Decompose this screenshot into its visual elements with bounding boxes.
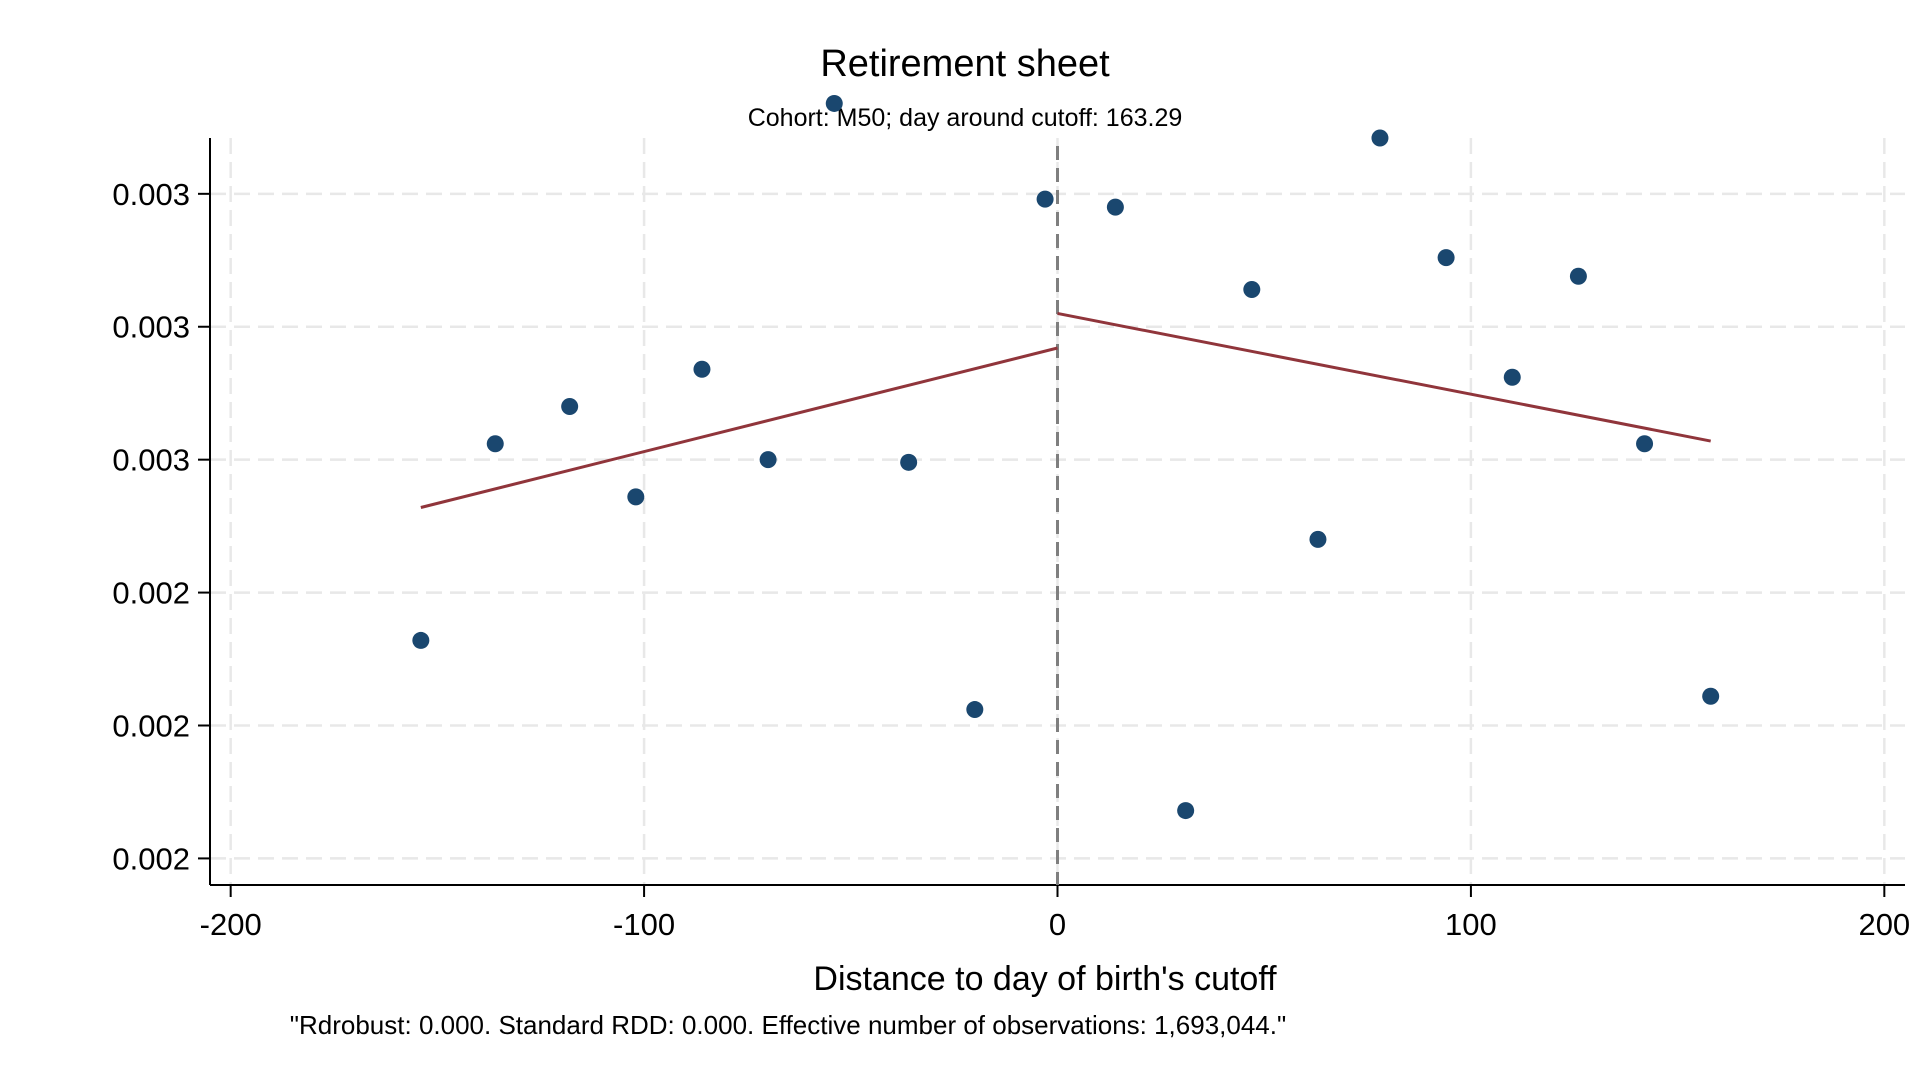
x-tick-label: 200: [1858, 907, 1910, 942]
data-point: [1371, 129, 1389, 147]
data-point: [486, 435, 504, 453]
data-point: [693, 360, 711, 378]
y-tick-label: 0.003: [112, 310, 190, 345]
y-tick-label: 0.002: [112, 708, 190, 743]
y-tick-label: 0.002: [112, 841, 190, 876]
data-point: [1636, 435, 1654, 453]
data-point: [825, 94, 843, 112]
data-point: [759, 451, 777, 469]
plot-area: [412, 94, 1720, 885]
y-tick-label: 0.002: [112, 576, 190, 611]
data-point: [1437, 249, 1455, 267]
y-axis: 0.002 0.002 0.002 0.003 0.003 0.003: [112, 138, 211, 885]
chart-title: Retirement sheet: [820, 43, 1110, 85]
data-point: [900, 453, 918, 471]
data-point: [1177, 802, 1195, 820]
data-point: [561, 397, 579, 415]
x-tick-label: 100: [1445, 907, 1497, 942]
data-point: [412, 631, 430, 649]
data-point: [1243, 281, 1261, 299]
fit-line-right: [1057, 311, 1711, 443]
data-point: [627, 488, 645, 506]
chart-subtitle: Cohort: M50; day around cutoff: 163.29: [748, 104, 1183, 132]
x-tick-label: 0: [1049, 907, 1066, 942]
fit-line-left: [420, 346, 1058, 509]
data-point: [1036, 190, 1054, 208]
data-point: [1106, 198, 1124, 216]
data-point: [1702, 687, 1720, 705]
data-point: [1503, 368, 1521, 386]
x-axis-title: Distance to day of birth's cutoff: [813, 960, 1277, 998]
data-point: [1569, 267, 1587, 285]
x-tick-label: -200: [200, 907, 262, 942]
chart-note: "Rdrobust: 0.000. Standard RDD: 0.000. E…: [290, 1010, 1286, 1040]
y-tick-label: 0.003: [112, 177, 190, 212]
y-tick-label: 0.003: [112, 443, 190, 478]
data-point: [966, 701, 984, 719]
x-tick-label: -100: [613, 907, 675, 942]
data-point: [1309, 530, 1327, 548]
x-axis: -200 -100 0 100 200: [200, 884, 1910, 942]
